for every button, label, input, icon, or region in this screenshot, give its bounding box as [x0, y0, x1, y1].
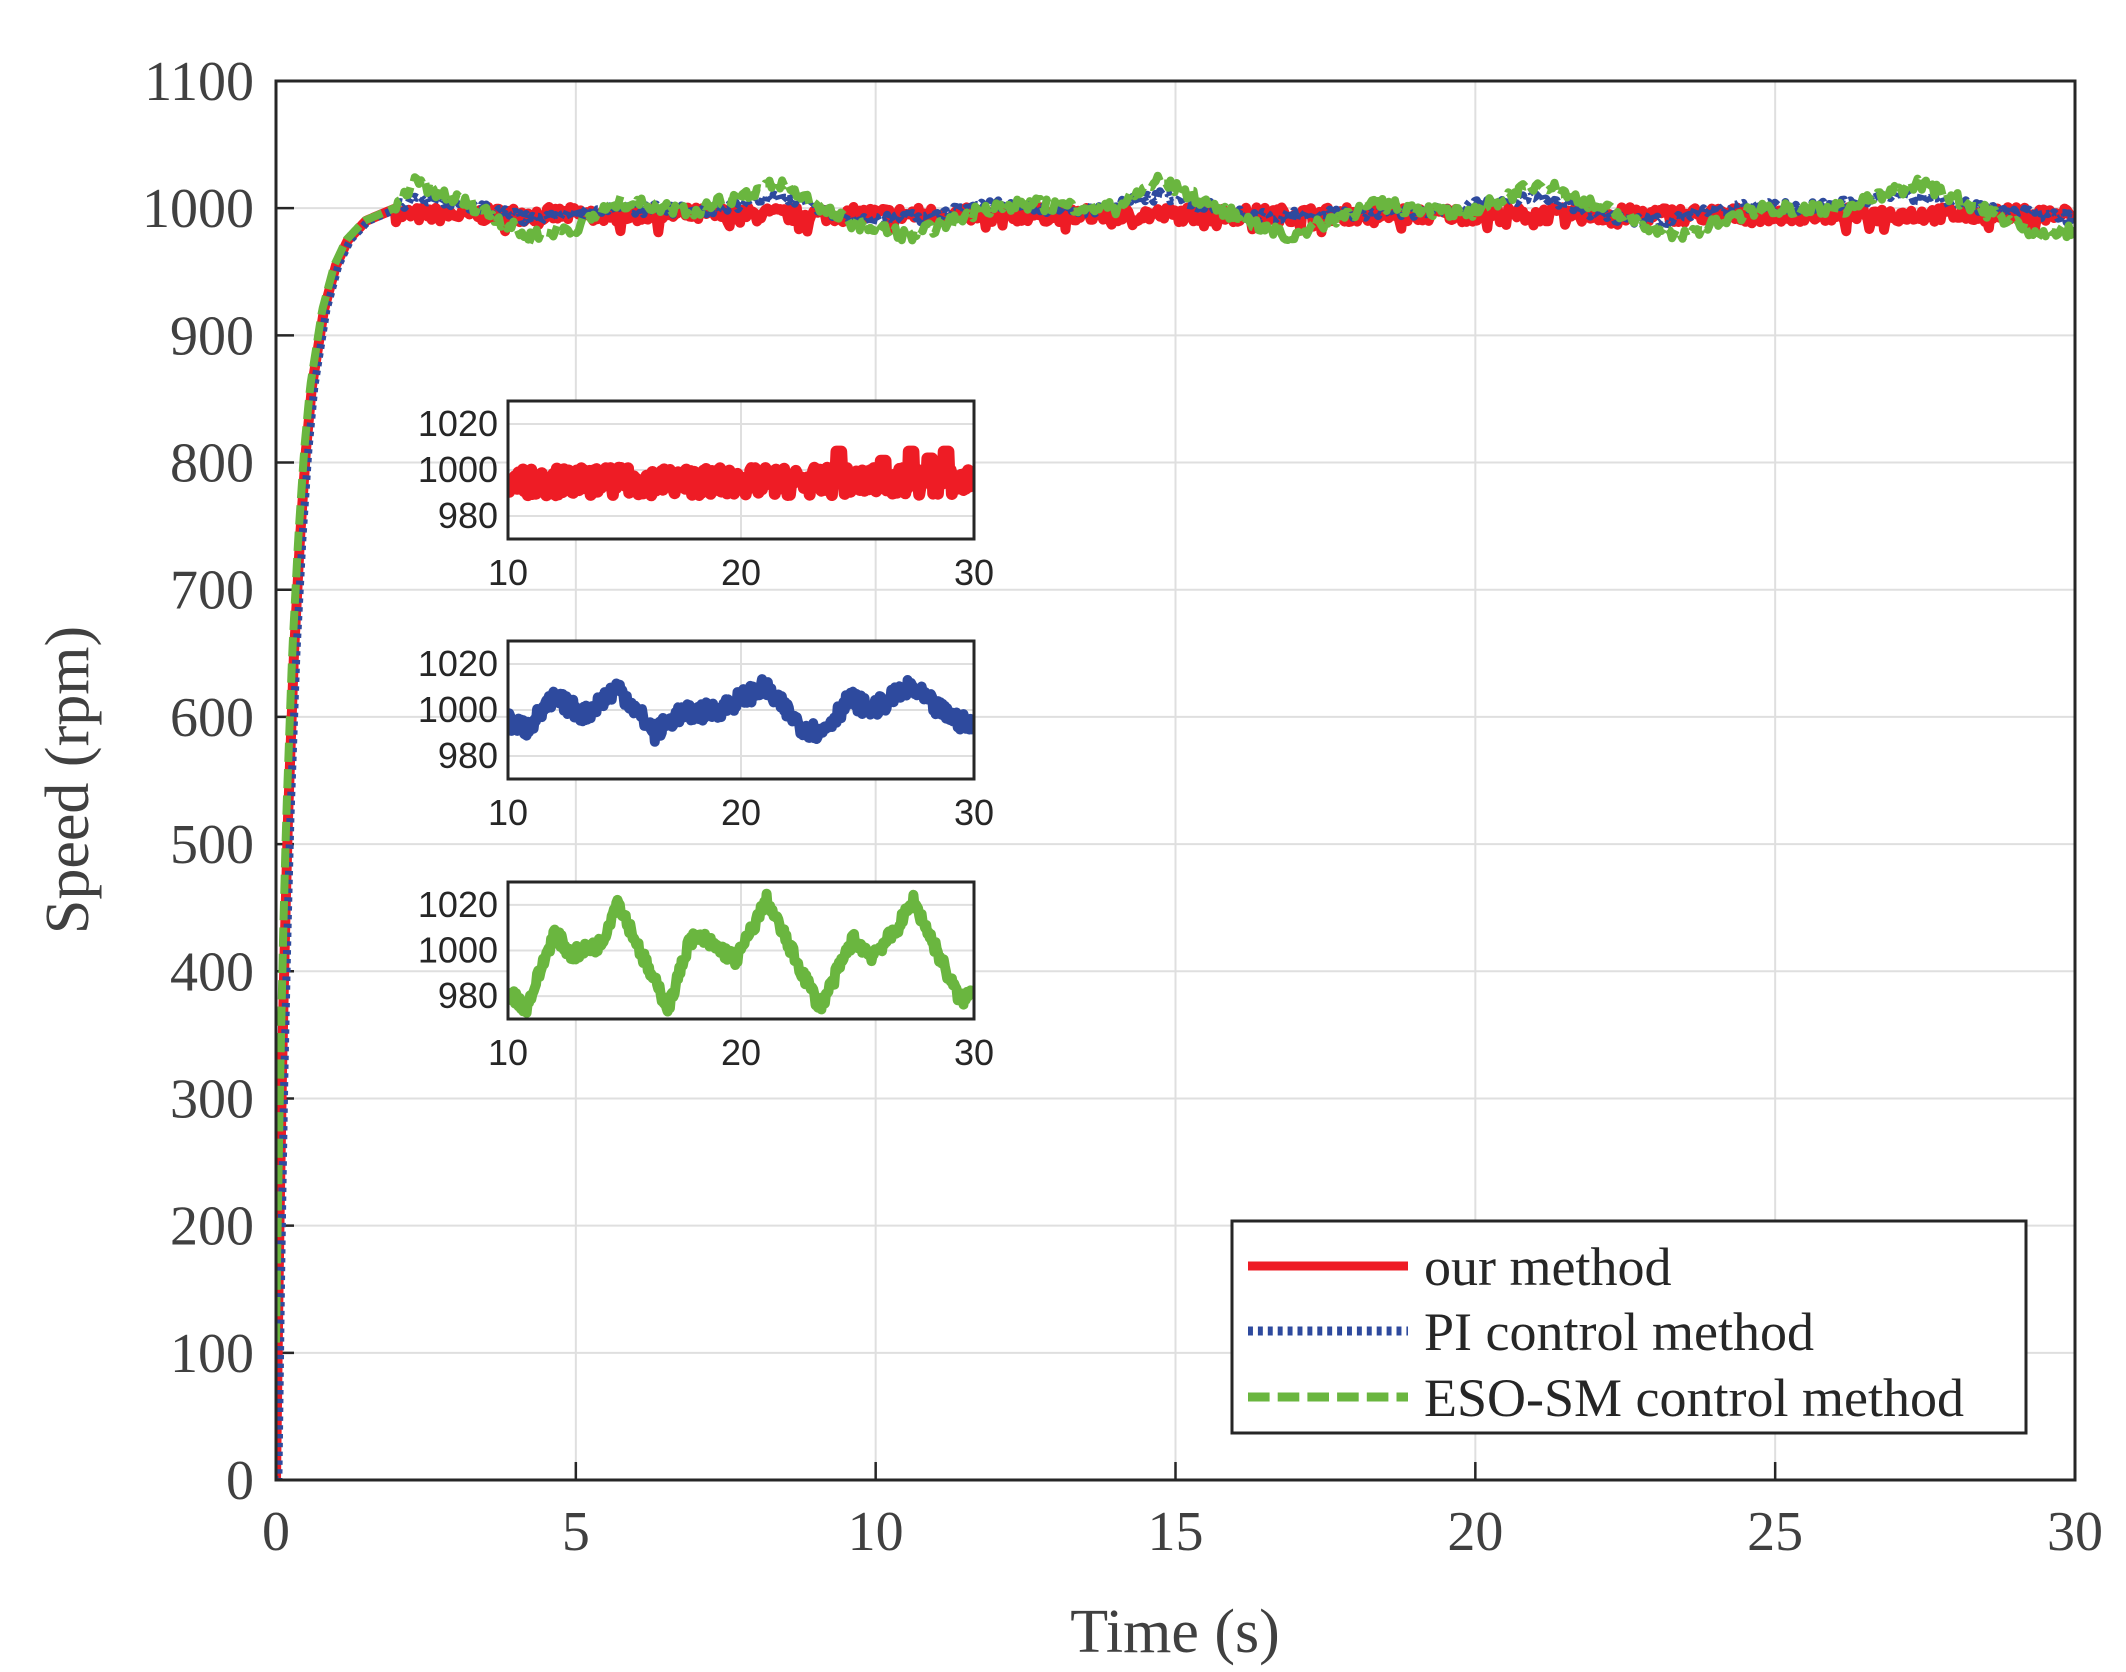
inset-series-line [508, 445, 974, 502]
inset-x-tick-label: 20 [721, 552, 761, 593]
inset-1-series [508, 445, 974, 502]
x-axis-label: Time (s) [1070, 1598, 1280, 1666]
inset-y-tick-label: 1020 [418, 884, 498, 925]
legend-label-our-method: our method [1424, 1237, 1671, 1297]
y-tick-label: 700 [170, 560, 254, 622]
x-tick-label: 0 [262, 1501, 290, 1563]
inset-2-axes-box [506, 639, 976, 781]
inset-x-tick-label: 10 [488, 1032, 528, 1073]
y-tick-label: 800 [170, 433, 254, 495]
inset-y-tick-label: 980 [438, 975, 498, 1016]
inset-y-tick-label: 1020 [418, 403, 498, 444]
inset-y-tick-label: 1000 [418, 449, 498, 490]
inset-series-line [508, 674, 974, 747]
legend: our method PI control method ESO-SM cont… [1230, 1219, 2028, 1435]
y-tick-label: 600 [170, 687, 254, 749]
inset-y-tick-label: 1000 [418, 689, 498, 730]
x-tick-label: 25 [1747, 1501, 1803, 1563]
legend-label-pi-control: PI control method [1424, 1302, 1814, 1362]
inset-x-tick-label: 30 [954, 792, 994, 833]
main-x-tick-labels: 0 5 10 15 20 25 30 [262, 1501, 2103, 1563]
y-axis-label: Speed (rpm) [34, 626, 102, 934]
inset-series-line [508, 888, 974, 1018]
y-tick-label: 400 [170, 941, 254, 1003]
series-line-2 [276, 171, 2075, 1343]
main-axes-box [274, 79, 2077, 1482]
main-y-tick-labels: 0 100 200 300 400 500 600 700 800 900 1000 1100 [142, 51, 254, 1512]
y-tick-label: 1100 [144, 51, 254, 113]
inset-x-tick-label: 10 [488, 792, 528, 833]
x-tick-label: 15 [1148, 1501, 1204, 1563]
x-tick-label: 30 [2047, 1501, 2103, 1563]
inset-y-tick-label: 1020 [418, 643, 498, 684]
y-tick-label: 100 [170, 1323, 254, 1385]
y-tick-label: 0 [226, 1450, 254, 1512]
inset-x-tick-label: 30 [954, 552, 994, 593]
x-tick-label: 20 [1447, 1501, 1503, 1563]
y-tick-label: 200 [170, 1196, 254, 1258]
inset-x-tick-label: 20 [721, 1032, 761, 1073]
inset-2-series [508, 674, 974, 747]
x-tick-label: 5 [562, 1501, 590, 1563]
x-tick-label: 10 [848, 1501, 904, 1563]
inset-y-tick-label: 1000 [418, 930, 498, 971]
y-tick-label: 500 [170, 814, 254, 876]
inset-x-tick-label: 20 [721, 792, 761, 833]
legend-label-eso-sm-control: ESO-SM control method [1424, 1368, 1964, 1428]
main-series-group [276, 171, 2075, 1480]
inset-x-tick-label: 30 [954, 1032, 994, 1073]
inset-1-axes-box [506, 399, 976, 541]
y-tick-label: 900 [170, 305, 254, 367]
inset-x-tick-label: 10 [488, 552, 528, 593]
inset-y-tick-label: 980 [438, 735, 498, 776]
legend-box [1230, 1219, 2028, 1435]
inset-y-tick-label: 980 [438, 495, 498, 536]
y-tick-label: 300 [170, 1068, 254, 1130]
inset-3-series [508, 888, 974, 1018]
inset-3-axes-box [506, 880, 976, 1021]
y-tick-label: 1000 [142, 178, 254, 240]
